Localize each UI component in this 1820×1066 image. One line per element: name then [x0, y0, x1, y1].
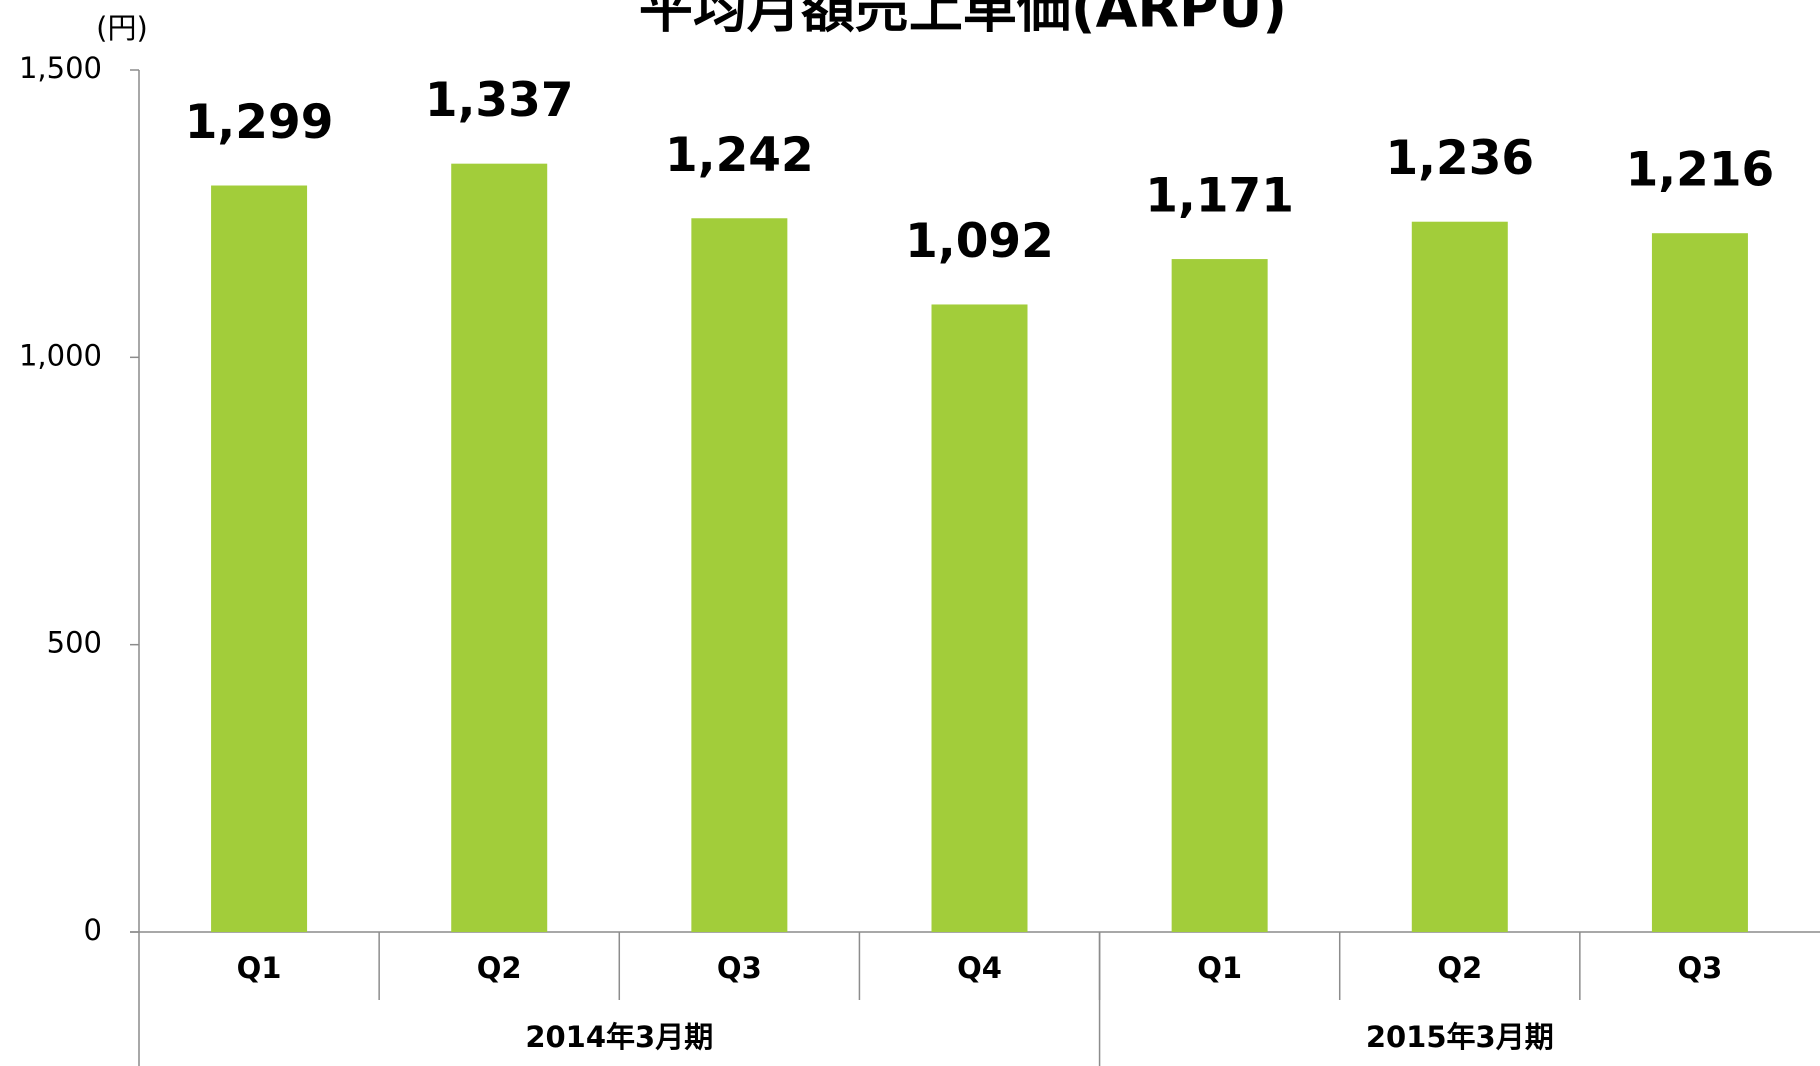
x-tick-label: Q2	[477, 951, 522, 985]
bar	[1411, 221, 1508, 932]
y-tick-label: 0	[84, 913, 102, 947]
group-label: 2015年3月期	[1366, 1020, 1554, 1054]
x-tick-label: Q3	[1678, 951, 1723, 985]
x-tick-label: Q3	[717, 951, 762, 985]
chart-title: 平均月額売上単価(ARPU)	[639, 0, 1287, 40]
x-tick-label: Q1	[237, 951, 282, 985]
value-label: 1,337	[425, 73, 574, 128]
y-tick-label: 1,000	[19, 338, 102, 372]
value-label: 1,171	[1145, 169, 1294, 224]
x-tick-label: Q1	[1197, 951, 1242, 985]
y-tick-label: 1,500	[19, 51, 102, 85]
value-label: 1,299	[185, 95, 334, 150]
bar	[1651, 233, 1748, 933]
y-unit: (円)	[96, 11, 148, 45]
group-label: 2014年3月期	[525, 1020, 713, 1054]
value-label: 1,216	[1626, 143, 1775, 198]
y-tick-label: 500	[47, 626, 102, 660]
bar	[451, 163, 548, 933]
bar	[211, 185, 308, 932]
value-label: 1,236	[1385, 131, 1534, 186]
x-tick-label: Q2	[1437, 951, 1482, 985]
bar	[1171, 259, 1268, 933]
bar	[691, 218, 788, 932]
bar	[931, 304, 1028, 932]
value-label: 1,242	[665, 128, 814, 183]
value-label: 1,092	[905, 214, 1054, 269]
x-tick-label: Q4	[957, 951, 1002, 985]
